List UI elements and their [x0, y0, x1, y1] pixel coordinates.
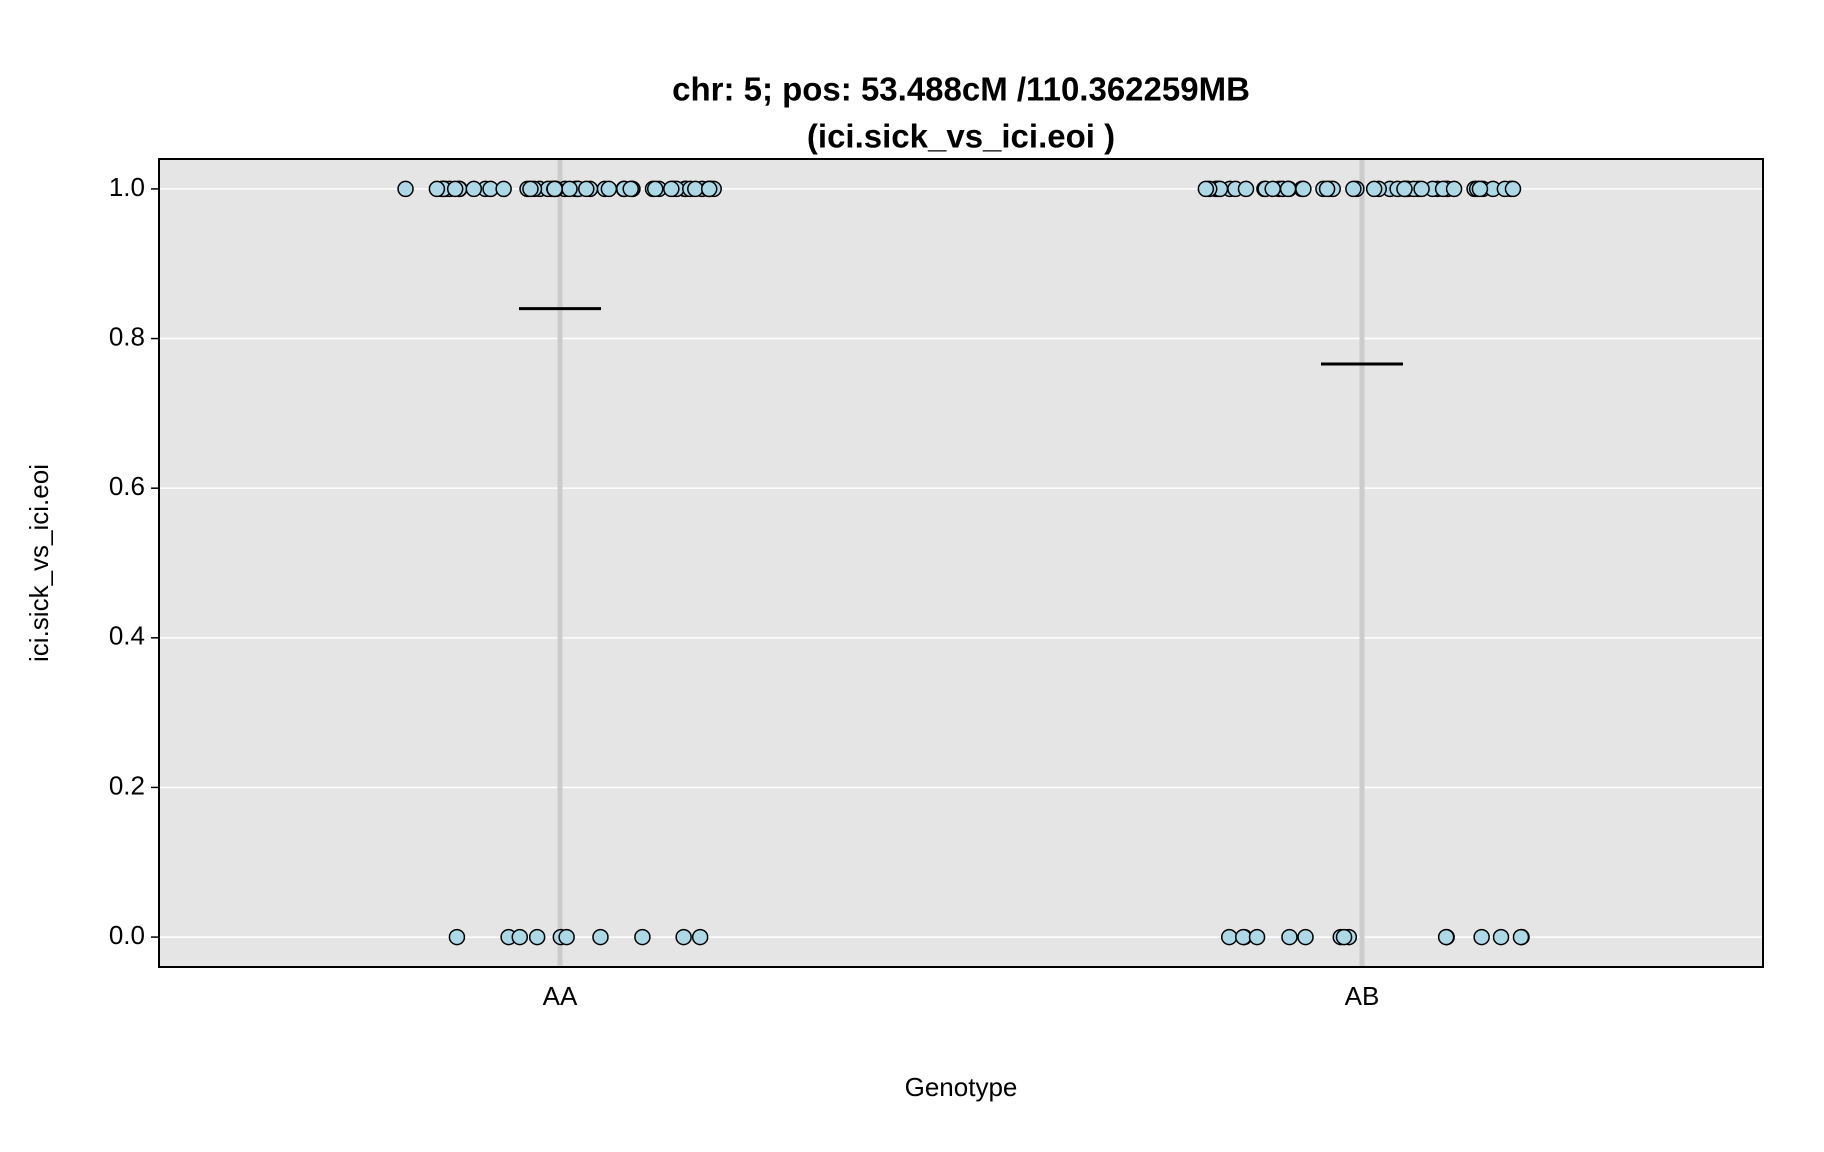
- data-point: [1197, 180, 1215, 198]
- data-point: [1473, 928, 1490, 946]
- data-point: [397, 180, 414, 198]
- data-point: [465, 180, 483, 198]
- data-point: [1279, 180, 1297, 198]
- data-point: [1295, 180, 1312, 198]
- y-tick-label: 0.2: [109, 770, 145, 800]
- data-point: [622, 180, 639, 198]
- data-point: [1345, 180, 1362, 198]
- data-point: [1264, 180, 1281, 198]
- data-point: [1281, 928, 1298, 946]
- data-point: [1297, 928, 1314, 946]
- data-point: [522, 180, 539, 198]
- chart-subtitle: (ici.sick_vs_ici.eoi ): [807, 118, 1115, 155]
- data-point: [561, 180, 578, 198]
- data-point: [578, 180, 595, 198]
- data-point: [1504, 180, 1522, 198]
- data-point: [1492, 928, 1510, 946]
- data-point: [1237, 180, 1255, 198]
- plot-border: [158, 158, 1764, 968]
- y-tick-label: 0.0: [109, 920, 145, 950]
- data-point: [446, 180, 464, 198]
- data-point: [675, 928, 692, 946]
- data-point: [634, 928, 651, 946]
- x-axis-label: Genotype: [905, 1072, 1018, 1102]
- data-point: [687, 180, 704, 198]
- data-point: [428, 180, 446, 198]
- data-point: [1445, 180, 1463, 198]
- data-point: [495, 180, 512, 198]
- y-tick-label: 1.0: [109, 172, 145, 202]
- data-point: [691, 928, 709, 946]
- data-point: [1413, 180, 1430, 198]
- data-point: [663, 180, 680, 198]
- data-point: [1471, 180, 1489, 198]
- data-point: [1335, 928, 1353, 946]
- data-point: [511, 928, 529, 946]
- data-point: [558, 928, 575, 946]
- y-axis-label: ici.sick_vs_ici.eoi: [24, 464, 54, 662]
- data-point: [592, 928, 609, 946]
- data-point: [1221, 928, 1238, 946]
- data-point: [528, 928, 546, 946]
- data-point: [1512, 928, 1530, 946]
- data-point: [1396, 180, 1413, 198]
- plot-background: [159, 159, 1763, 967]
- data-point: [646, 180, 664, 198]
- data-point: [546, 180, 563, 198]
- y-tick-label: 0.6: [109, 471, 145, 501]
- x-tick-label: AA: [543, 981, 578, 1011]
- data-point: [1437, 928, 1455, 946]
- y-tick-label: 0.8: [109, 321, 145, 351]
- chart-title: chr: 5; pos: 53.488cM /110.362259MB: [672, 71, 1250, 108]
- data-point: [1318, 180, 1336, 198]
- y-tick-label: 0.4: [109, 621, 145, 651]
- data-point: [1248, 928, 1266, 946]
- data-point: [700, 180, 718, 198]
- data-point: [1235, 928, 1252, 946]
- data-point: [600, 180, 618, 198]
- x-tick-label: AB: [1345, 981, 1380, 1011]
- data-point: [448, 928, 466, 946]
- data-point: [1365, 180, 1383, 198]
